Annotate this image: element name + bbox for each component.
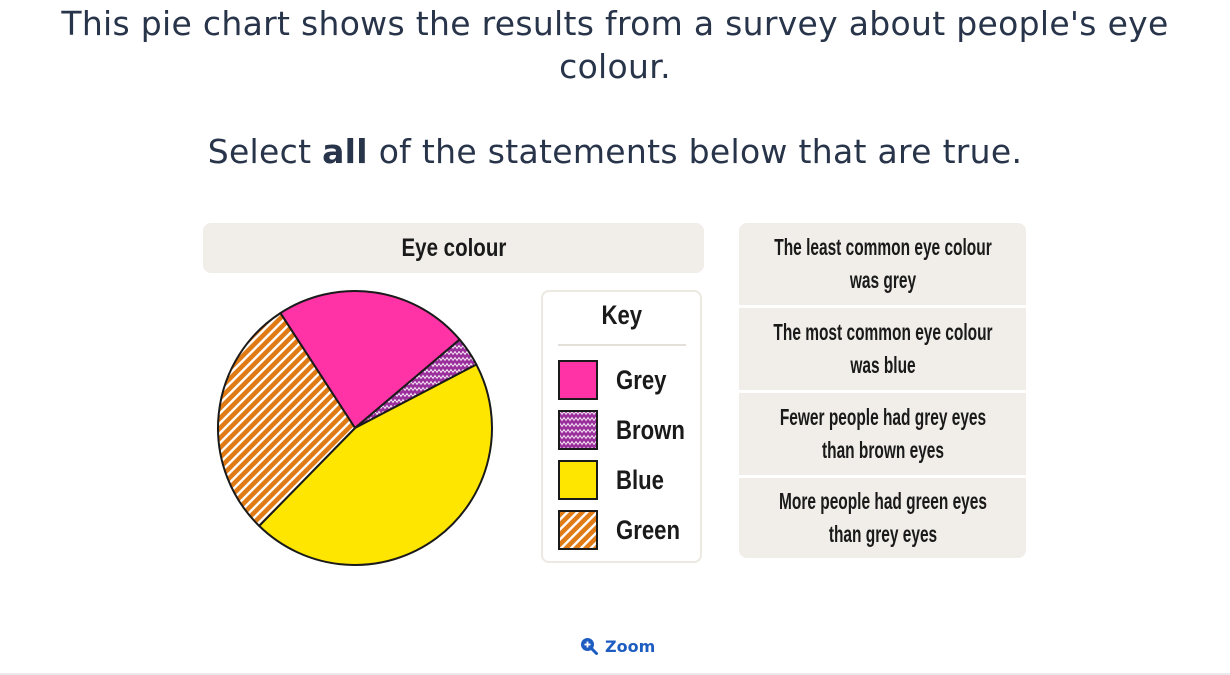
- key-label-green: Green: [616, 514, 680, 545]
- statement-4-line-2: than grey eyes: [828, 521, 937, 547]
- bottom-divider: [0, 673, 1230, 675]
- instruction-text: Select all of the statements below that …: [40, 130, 1190, 173]
- blue-swatch-icon: [558, 460, 598, 500]
- key-divider: [558, 344, 686, 346]
- key-label-blue: Blue: [616, 464, 664, 495]
- chart-title: Eye colour: [203, 223, 704, 273]
- statement-1-line-1: The least common eye colour: [773, 234, 992, 260]
- pie-chart: [217, 290, 493, 566]
- key-title: Key: [543, 300, 700, 331]
- pie-slice-grey: [279, 290, 461, 429]
- pie-slice-blue: [258, 363, 493, 566]
- statement-3-line-2: than brown eyes: [821, 437, 944, 463]
- green-swatch-icon: [558, 510, 598, 550]
- statement-2-line-1: The most common eye colour: [772, 319, 993, 345]
- pie-slice-green: [217, 312, 356, 527]
- brown-swatch-icon: [558, 410, 598, 450]
- key-label-brown: Brown: [616, 414, 685, 445]
- chart-key: Key Grey Brown Blue Green: [541, 290, 702, 563]
- key-item-grey: Grey: [558, 360, 678, 400]
- statement-option-4[interactable]: More people had green eyes than grey eyes: [739, 478, 1026, 558]
- statement-3-line-1: Fewer people had grey eyes: [779, 404, 986, 430]
- instruction-prefix: Select: [207, 132, 323, 171]
- key-item-brown: Brown: [558, 410, 700, 450]
- chart-title-text: Eye colour: [401, 233, 506, 262]
- grey-swatch-icon: [558, 360, 598, 400]
- statement-option-3[interactable]: Fewer people had grey eyes than brown eye…: [739, 393, 1026, 475]
- instruction-suffix: of the statements below that are true.: [367, 132, 1023, 171]
- zoom-button[interactable]: Zoom: [580, 634, 655, 658]
- zoom-in-icon: [581, 638, 598, 655]
- statement-1-line-2: was grey: [849, 267, 916, 293]
- question-text: This pie chart shows the results from a …: [61, 4, 1169, 86]
- statement-2-line-2: was blue: [849, 352, 916, 378]
- instruction-emphasis: all: [322, 132, 368, 171]
- statement-4-line-1: More people had green eyes: [778, 488, 987, 514]
- statement-option-2[interactable]: The most common eye colour was blue: [739, 308, 1026, 390]
- key-title-text: Key: [601, 300, 642, 330]
- key-item-green: Green: [558, 510, 694, 550]
- statement-option-1[interactable]: The least common eye colour was grey: [739, 223, 1026, 305]
- zoom-label: Zoom: [605, 636, 656, 656]
- key-item-blue: Blue: [558, 460, 675, 500]
- key-label-grey: Grey: [616, 364, 667, 395]
